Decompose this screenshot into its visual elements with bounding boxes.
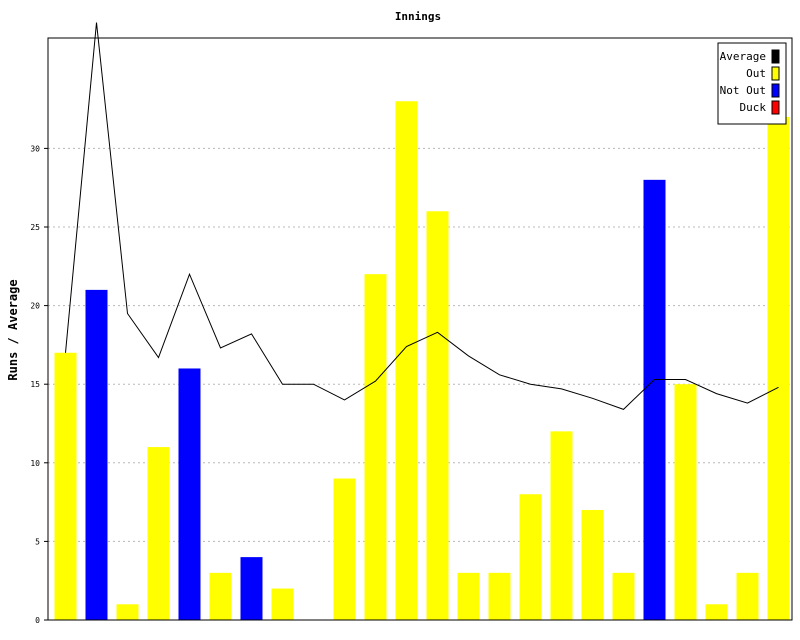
bar-out — [581, 509, 604, 620]
bar-out — [736, 572, 759, 620]
bar-not-out — [240, 557, 263, 620]
bar-out — [519, 494, 542, 620]
bar-not-out — [643, 179, 666, 620]
y-tick-label: 20 — [30, 302, 40, 311]
bar-out — [488, 572, 511, 620]
bar-out — [364, 274, 387, 620]
legend-label: Not Out — [720, 84, 766, 97]
bar-out — [116, 604, 139, 620]
plot-frame — [47, 37, 793, 621]
bars-group — [54, 101, 790, 621]
legend-swatch — [771, 100, 780, 115]
bar-out — [426, 211, 449, 620]
grid-lines — [48, 147, 792, 542]
y-tick-label: 10 — [30, 459, 40, 468]
chart-title: Innings — [395, 10, 441, 23]
legend-swatch — [771, 49, 780, 64]
bar-out — [457, 572, 480, 620]
bar-not-out — [178, 368, 201, 620]
y-tick-label: 0 — [35, 616, 40, 625]
y-tick-label: 15 — [30, 380, 40, 389]
legend: Average Out Not Out Duck — [717, 42, 787, 125]
legend-label: Average — [720, 50, 766, 63]
y-axis-ticks: 0 5 10 15 20 25 30 — [30, 144, 48, 625]
legend-label: Out — [746, 67, 766, 80]
bar-out — [54, 352, 77, 620]
bar-out — [333, 478, 356, 620]
legend-swatch — [771, 66, 780, 81]
bar-out — [209, 572, 232, 620]
bar-out — [147, 447, 170, 620]
y-tick-label: 25 — [30, 223, 40, 232]
average-line — [65, 22, 779, 410]
legend-label: Duck — [740, 101, 767, 114]
bar-out — [612, 572, 635, 620]
y-axis-label: Runs / Average — [6, 279, 20, 380]
bar-out — [271, 588, 294, 620]
legend-swatch — [771, 83, 780, 98]
bar-out — [395, 101, 418, 621]
bar-out — [767, 116, 790, 621]
y-tick-label: 30 — [30, 144, 40, 153]
bar-out — [705, 604, 728, 620]
bar-out — [550, 431, 573, 620]
y-tick-label: 5 — [35, 537, 40, 546]
bar-out — [674, 384, 697, 620]
bar-not-out — [85, 289, 108, 620]
